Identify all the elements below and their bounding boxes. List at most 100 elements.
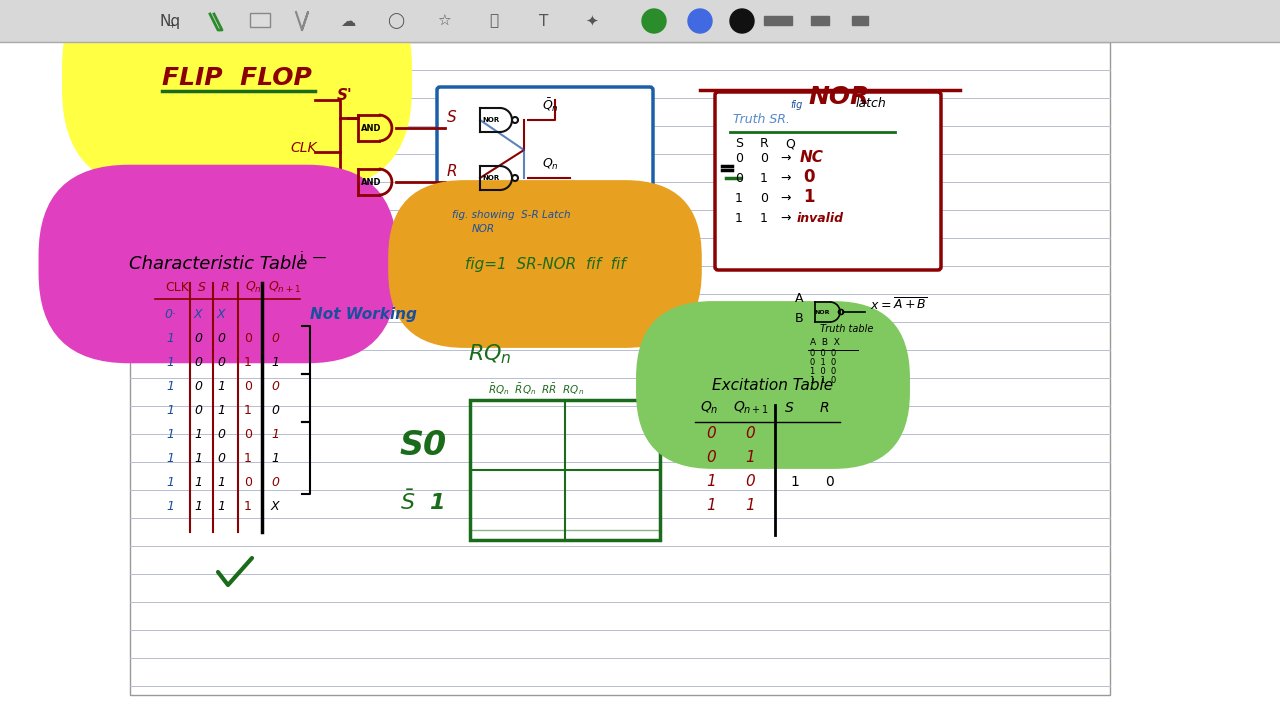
Text: CLK: CLK	[291, 141, 316, 155]
Text: Excitation Table: Excitation Table	[713, 377, 833, 392]
Text: NC: NC	[800, 150, 824, 165]
Text: 0: 0	[244, 475, 252, 488]
Text: 0: 0	[707, 426, 716, 441]
Text: 0: 0	[218, 331, 225, 344]
Circle shape	[643, 9, 666, 33]
Text: →: →	[780, 152, 791, 165]
Text: 0: 0	[735, 152, 742, 165]
Text: 1: 1	[166, 356, 174, 369]
Bar	[0, 0, 1280, 42]
Text: i  —: i —	[300, 251, 326, 265]
Text: 1: 1	[271, 451, 279, 464]
Text: 1: 1	[244, 403, 252, 416]
Bar	[131, 42, 1110, 695]
Text: NOR: NOR	[483, 117, 499, 123]
Text: 1: 1	[735, 192, 742, 205]
Text: 1: 1	[195, 451, 202, 464]
Text: ⬜: ⬜	[489, 14, 499, 29]
Text: 0: 0	[244, 428, 252, 441]
Bar	[250, 13, 270, 27]
Text: Q: Q	[785, 137, 795, 150]
FancyBboxPatch shape	[716, 92, 941, 270]
Text: 0: 0	[218, 451, 225, 464]
Text: 1: 1	[195, 428, 202, 441]
Text: 0: 0	[760, 152, 768, 165]
Circle shape	[730, 9, 754, 33]
Text: 1: 1	[218, 403, 225, 416]
Text: 0  1  0: 0 1 0	[810, 358, 836, 367]
Text: 0: 0	[707, 450, 716, 465]
Text: 1: 1	[745, 450, 755, 465]
Text: 1: 1	[735, 212, 742, 225]
Text: $\bar{Q}_n$: $\bar{Q}_n$	[541, 96, 559, 114]
Text: X: X	[270, 500, 279, 513]
Text: S': S'	[337, 88, 352, 103]
Text: +: +	[169, 20, 175, 30]
Text: A: A	[795, 292, 804, 305]
Text: 1: 1	[244, 500, 252, 513]
Text: A  B  X: A B X	[810, 338, 840, 347]
Text: 1  1  0: 1 1 0	[810, 376, 836, 385]
Text: Truth SR.: Truth SR.	[733, 113, 790, 126]
Text: S: S	[447, 110, 457, 125]
Text: →: →	[780, 172, 791, 185]
Text: 1: 1	[218, 475, 225, 488]
Text: X: X	[193, 307, 202, 320]
Text: NOR: NOR	[814, 310, 829, 315]
Text: fig. showing  S-R Latch: fig. showing S-R Latch	[452, 210, 571, 220]
Text: 1: 1	[166, 331, 174, 344]
Bar	[764, 16, 792, 25]
Circle shape	[689, 9, 712, 33]
Text: 1: 1	[790, 475, 799, 489]
Text: 0: 0	[244, 379, 252, 392]
Text: invalid: invalid	[797, 212, 844, 225]
Text: fig=1  SR-NOR  fif  fif: fig=1 SR-NOR fif fif	[465, 256, 626, 271]
Text: 1  0  0: 1 0 0	[810, 367, 836, 376]
Text: FLIP  FLOP: FLIP FLOP	[163, 66, 312, 90]
Text: $\bar{S}$  1: $\bar{S}$ 1	[399, 490, 444, 514]
Text: 1: 1	[760, 212, 768, 225]
Text: ◯: ◯	[388, 13, 404, 29]
Text: 0: 0	[803, 168, 814, 186]
Text: R': R'	[337, 193, 353, 208]
Text: R: R	[447, 164, 458, 179]
Text: 1: 1	[166, 500, 174, 513]
Text: B: B	[795, 312, 804, 325]
Text: 1: 1	[218, 379, 225, 392]
Text: $Q_n$: $Q_n$	[541, 157, 559, 172]
Text: 1: 1	[271, 428, 279, 441]
Text: $Q_n$: $Q_n$	[700, 400, 718, 416]
Bar	[812, 16, 829, 25]
Text: 1: 1	[271, 356, 279, 369]
Text: 0: 0	[195, 356, 202, 369]
Text: 0: 0	[271, 403, 279, 416]
Text: Nq: Nq	[160, 14, 180, 29]
Text: AND: AND	[361, 124, 381, 132]
Text: ☁: ☁	[340, 14, 356, 29]
Text: latch: latch	[856, 97, 887, 110]
Text: 0: 0	[218, 356, 225, 369]
Text: $\bar{R}Q_n$  $\bar{R}Q_n$  $R\bar{R}$  $RQ_n$: $\bar{R}Q_n$ $\bar{R}Q_n$ $R\bar{R}$ $RQ…	[488, 381, 584, 397]
Text: $x = \overline{A+B}$: $x = \overline{A+B}$	[870, 297, 928, 313]
Text: →: →	[780, 212, 791, 225]
Text: $Q_{n+1}$: $Q_{n+1}$	[268, 280, 301, 295]
Text: 0: 0	[760, 192, 768, 205]
Text: Characteristic Table: Characteristic Table	[129, 255, 307, 273]
Text: 1: 1	[166, 428, 174, 441]
Text: 0: 0	[195, 403, 202, 416]
Text: NOR: NOR	[472, 224, 495, 234]
Text: NOR: NOR	[483, 175, 499, 181]
Text: 1: 1	[166, 379, 174, 392]
Text: AND: AND	[361, 178, 381, 186]
Text: 0: 0	[195, 331, 202, 344]
Text: 1: 1	[218, 500, 225, 513]
Text: S0: S0	[399, 429, 447, 462]
Bar	[852, 16, 868, 25]
Text: NOR: NOR	[808, 85, 869, 109]
Text: 1: 1	[195, 500, 202, 513]
Text: fig: fig	[790, 100, 803, 110]
Text: 0: 0	[271, 331, 279, 344]
Text: 0  0  0: 0 0 0	[810, 349, 836, 358]
Text: Not Working: Not Working	[310, 307, 417, 322]
Text: 0·: 0·	[164, 307, 177, 320]
